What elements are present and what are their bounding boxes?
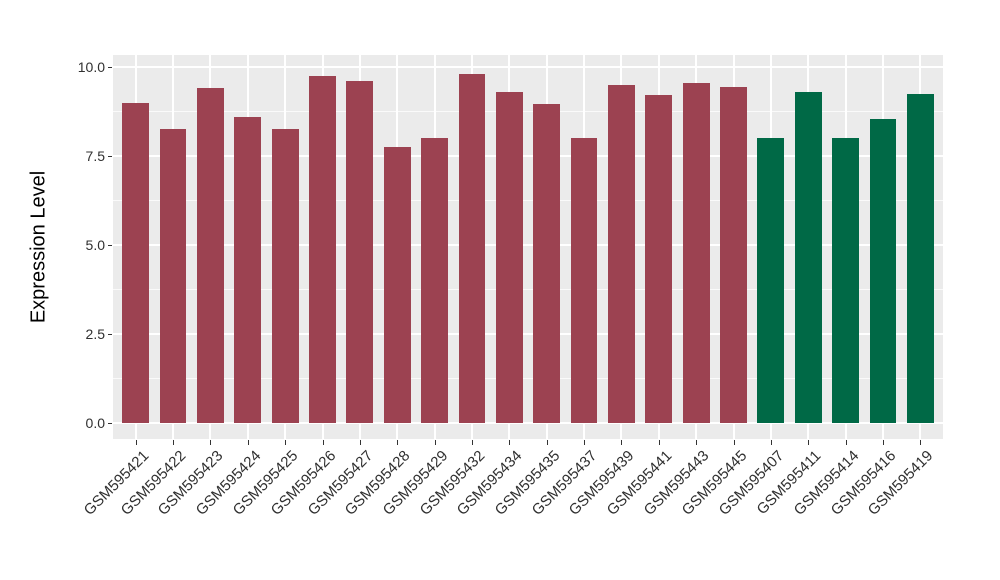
gridline-minor-y bbox=[113, 289, 943, 290]
bar-GSM595422 bbox=[159, 129, 187, 423]
bar-GSM595443 bbox=[682, 83, 710, 423]
bar-GSM595428 bbox=[383, 147, 411, 423]
x-tick-mark bbox=[696, 440, 698, 445]
x-tick-mark bbox=[845, 440, 847, 445]
gridline-major-y bbox=[113, 155, 943, 157]
gridline-major-y bbox=[113, 244, 943, 246]
x-tick-mark bbox=[285, 440, 287, 445]
plot-panel bbox=[113, 55, 943, 439]
gridline-minor-y bbox=[113, 200, 943, 201]
x-tick-mark bbox=[322, 440, 324, 445]
bar-GSM595425 bbox=[271, 129, 299, 423]
x-tick-mark bbox=[210, 440, 212, 445]
x-tick-mark bbox=[509, 440, 511, 445]
bar-GSM595421 bbox=[122, 102, 150, 423]
bar-GSM595407 bbox=[757, 138, 785, 423]
y-tick-label: 7.5 bbox=[85, 148, 105, 164]
y-tick-label: 2.5 bbox=[85, 326, 105, 342]
y-tick-label: 5.0 bbox=[85, 237, 105, 253]
bar-GSM595432 bbox=[458, 74, 486, 423]
bar-GSM595424 bbox=[234, 116, 262, 423]
x-tick-mark bbox=[173, 440, 175, 445]
bar-GSM595435 bbox=[533, 104, 561, 423]
bar-GSM595429 bbox=[421, 138, 449, 423]
x-tick-mark bbox=[920, 440, 922, 445]
bar-GSM595437 bbox=[570, 138, 598, 423]
y-tick-mark bbox=[108, 245, 112, 246]
x-tick-mark bbox=[546, 440, 548, 445]
x-tick-mark bbox=[733, 440, 735, 445]
x-tick-mark bbox=[247, 440, 249, 445]
bar-GSM595419 bbox=[906, 93, 934, 423]
x-tick-mark bbox=[397, 440, 399, 445]
bar-GSM595441 bbox=[645, 95, 673, 423]
x-tick-mark bbox=[135, 440, 137, 445]
y-tick-mark bbox=[108, 156, 112, 157]
y-tick-label: 10.0 bbox=[77, 59, 105, 75]
bar-GSM595426 bbox=[309, 75, 336, 423]
y-tick-label: 0.0 bbox=[85, 415, 105, 431]
gridline-minor-y bbox=[113, 378, 943, 379]
gridline-minor-y bbox=[113, 111, 943, 112]
x-tick-mark bbox=[808, 440, 810, 445]
y-tick-mark bbox=[108, 334, 112, 335]
x-tick-mark bbox=[882, 440, 884, 445]
y-tick-mark bbox=[108, 423, 112, 424]
bar-GSM595434 bbox=[495, 91, 523, 423]
bar-GSM595416 bbox=[869, 118, 897, 423]
bar-GSM595414 bbox=[832, 138, 860, 423]
y-tick-mark bbox=[108, 67, 112, 68]
bar-GSM595423 bbox=[196, 88, 224, 423]
bar-GSM595445 bbox=[720, 86, 747, 423]
bar-GSM595427 bbox=[346, 81, 374, 423]
x-tick-mark bbox=[770, 440, 772, 445]
x-tick-mark bbox=[434, 440, 436, 445]
x-tick-mark bbox=[359, 440, 361, 445]
x-tick-mark bbox=[584, 440, 586, 445]
bar-GSM595411 bbox=[794, 91, 822, 423]
x-tick-mark bbox=[471, 440, 473, 445]
x-tick-mark bbox=[621, 440, 623, 445]
gridline-major-y bbox=[113, 422, 943, 424]
gridline-major-y bbox=[113, 333, 943, 335]
bar-GSM595439 bbox=[607, 84, 635, 423]
x-tick-mark bbox=[658, 440, 660, 445]
gridline-major-y bbox=[113, 66, 943, 68]
